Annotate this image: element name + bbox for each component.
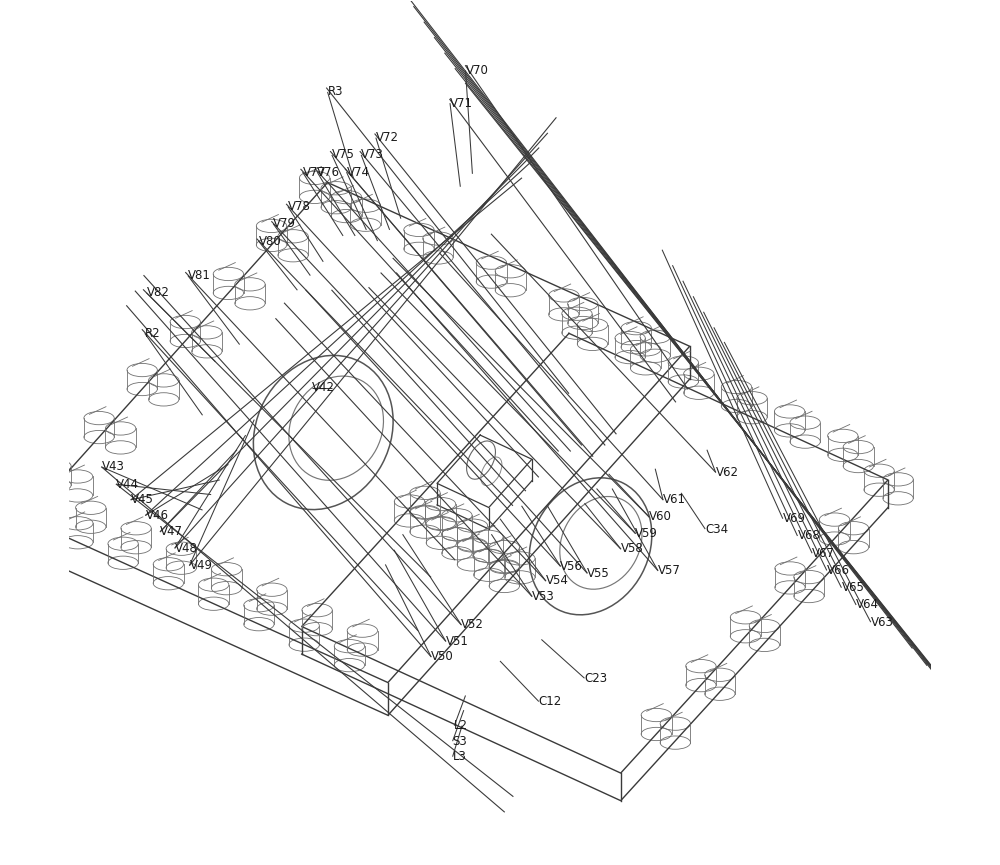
Text: V45: V45 (131, 493, 154, 506)
Text: V74: V74 (347, 165, 370, 178)
Text: V76: V76 (317, 165, 340, 178)
Text: V56: V56 (560, 560, 583, 573)
Text: V70: V70 (466, 64, 488, 77)
Text: V82: V82 (146, 286, 169, 299)
Text: V55: V55 (587, 567, 610, 580)
Text: V73: V73 (361, 149, 384, 162)
Text: C34: C34 (705, 522, 728, 535)
Text: V65: V65 (841, 581, 864, 594)
Text: V52: V52 (461, 618, 484, 631)
Text: V44: V44 (116, 477, 139, 490)
Text: V54: V54 (546, 574, 569, 587)
Text: V48: V48 (175, 541, 198, 554)
Text: V62: V62 (716, 465, 739, 478)
Text: V72: V72 (376, 131, 399, 144)
Text: V75: V75 (332, 149, 355, 162)
Text: V68: V68 (797, 529, 820, 542)
Text: V60: V60 (649, 510, 672, 523)
Text: V79: V79 (273, 217, 296, 230)
Text: R2: R2 (145, 327, 160, 340)
Text: R3: R3 (328, 86, 343, 99)
Text: V61: V61 (663, 493, 686, 506)
Text: C23: C23 (584, 672, 608, 685)
Text: V43: V43 (102, 460, 125, 473)
Text: V71: V71 (450, 97, 473, 110)
Text: V78: V78 (288, 200, 311, 213)
Text: V63: V63 (871, 616, 894, 629)
Text: V80: V80 (259, 234, 281, 247)
Text: V69: V69 (783, 512, 806, 525)
Text: V46: V46 (146, 509, 169, 522)
Text: V51: V51 (446, 635, 469, 648)
Text: L2: L2 (454, 719, 468, 732)
Text: V64: V64 (856, 599, 879, 612)
Text: V59: V59 (635, 527, 658, 540)
Text: V50: V50 (431, 650, 454, 663)
Text: V58: V58 (621, 542, 643, 555)
Text: V57: V57 (658, 564, 681, 577)
Text: L3: L3 (453, 750, 466, 763)
Text: C12: C12 (539, 695, 562, 708)
Text: V77: V77 (303, 165, 326, 178)
Text: V81: V81 (188, 269, 211, 282)
Text: V42: V42 (312, 381, 335, 394)
Text: V66: V66 (827, 564, 850, 577)
Text: S3: S3 (453, 734, 467, 747)
Text: V47: V47 (160, 525, 183, 538)
Text: V49: V49 (190, 559, 213, 572)
Text: V53: V53 (532, 590, 555, 603)
Text: V67: V67 (812, 547, 835, 560)
